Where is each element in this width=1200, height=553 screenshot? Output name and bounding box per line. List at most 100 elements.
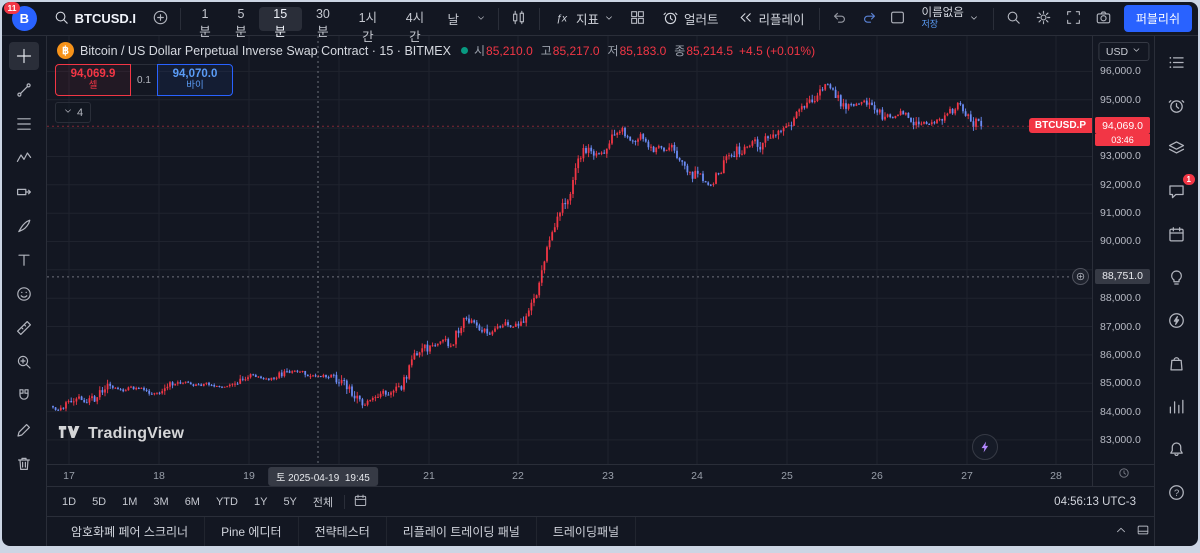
quick-search-button[interactable]	[1000, 6, 1028, 32]
interval-1분[interactable]: 1분	[187, 7, 223, 39]
chart-area[interactable]: ฿ Bitcoin / US Dollar Perpetual Inverse …	[47, 36, 1092, 464]
layout-name-button[interactable]: 이름없음 저장	[914, 6, 987, 32]
tool-zoom-in[interactable]	[9, 348, 39, 376]
interval-4시간[interactable]: 4시간	[391, 7, 438, 44]
tool-ruler[interactable]	[9, 314, 39, 342]
tool-crosshair[interactable]	[9, 42, 39, 70]
tab-replay-trading-panel[interactable]: 리플레이 트레이딩 패널	[387, 517, 537, 546]
currency-toggle[interactable]: USD	[1097, 42, 1150, 61]
tab-crypto-screener[interactable]: 암호화폐 페어 스크리너	[55, 517, 206, 546]
interval-15분[interactable]: 15분	[258, 6, 302, 39]
fullscreen-icon	[1065, 9, 1082, 29]
range-전체[interactable]: 전체	[306, 491, 340, 513]
tool-text[interactable]	[9, 246, 39, 274]
interval-1시간[interactable]: 1시간	[344, 7, 391, 44]
range-5D[interactable]: 5D	[85, 491, 113, 513]
sidebar-stats-button[interactable]	[1162, 392, 1192, 420]
range-1M[interactable]: 1M	[115, 491, 144, 513]
panel-collapse-button[interactable]	[1110, 519, 1132, 545]
go-to-date-button[interactable]	[349, 489, 371, 515]
range-buttons: 1D 5D 1M 3M 6M YTD 1Y 5Y 전체	[55, 491, 340, 513]
fullscreen-button[interactable]	[1060, 6, 1088, 32]
indicators-button[interactable]: ƒx 지표	[546, 6, 622, 32]
sidebar-calendar-button[interactable]	[1162, 220, 1192, 248]
range-1D[interactable]: 1D	[55, 491, 83, 513]
interval-30분[interactable]: 30분	[302, 7, 345, 39]
price-tick: 90,000.0	[1100, 235, 1141, 248]
layout-button[interactable]	[884, 6, 912, 32]
price-scale[interactable]: USD 96,000.095,000.094,000.093,000.092,0…	[1092, 36, 1154, 464]
screenshot-button[interactable]	[1090, 6, 1118, 32]
tab-trading-panel[interactable]: 트레이딩패널	[537, 517, 637, 546]
sidebar-help-button[interactable]: ?	[1162, 478, 1192, 506]
tool-pencil[interactable]	[9, 416, 39, 444]
plus-icon	[152, 9, 169, 29]
undo-button[interactable]	[826, 6, 854, 32]
interval-menu-button[interactable]	[470, 6, 492, 32]
replay-button[interactable]: 리플레이	[729, 6, 813, 32]
time-axis[interactable]: 토 2025-04-19 19:45 17 18 19 21 22 23 24 25 26 27 2…	[47, 465, 1092, 486]
server-clock[interactable]: 04:56:13 UTC-3	[1054, 495, 1136, 508]
sidebar-chat-button[interactable]: 1	[1162, 174, 1195, 205]
price-tick: 95,000.0	[1100, 93, 1141, 106]
chart-type-button[interactable]	[505, 6, 533, 32]
sidebar-alarm-clock-button[interactable]	[1162, 91, 1192, 119]
layout-name-block: 이름없음 저장	[922, 7, 964, 30]
sidebar-stream-button[interactable]	[1162, 306, 1192, 334]
tool-forecast[interactable]	[9, 178, 39, 206]
tool-emoji[interactable]	[9, 280, 39, 308]
object-tree-chip[interactable]: 4	[55, 102, 92, 123]
settings-button[interactable]	[1030, 6, 1058, 32]
tab-pine-editor[interactable]: Pine 에디터	[205, 517, 299, 546]
range-5Y[interactable]: 5Y	[276, 491, 303, 513]
tool-trend-line[interactable]	[9, 76, 39, 104]
ohlc-pair: 시85,210.0	[473, 44, 533, 58]
sidebar-bag-button[interactable]	[1162, 349, 1192, 377]
crosshair-price-label: 88,751.0	[1095, 268, 1150, 284]
crosshair-alert-icon[interactable]	[1072, 267, 1089, 285]
interval-5분[interactable]: 5분	[223, 7, 259, 39]
sidebar-idea-button[interactable]	[1162, 263, 1192, 291]
user-avatar[interactable]: B 11	[4, 2, 37, 31]
time-tick: 23	[602, 470, 614, 482]
range-6M[interactable]: 6M	[178, 491, 207, 513]
compare-add-button[interactable]	[146, 6, 174, 32]
svg-text:ƒx: ƒx	[556, 13, 568, 24]
tool-brush[interactable]	[9, 212, 39, 240]
price-tick: 91,000.0	[1100, 207, 1141, 220]
market-status-dot	[460, 47, 468, 54]
tool-trash[interactable]	[9, 450, 39, 478]
tab-strategy-tester[interactable]: 전략테스터	[299, 517, 387, 546]
price-tick: 83,000.0	[1100, 433, 1141, 446]
interval-날[interactable]: 날	[438, 7, 468, 31]
indicator-templates-button[interactable]	[624, 6, 652, 32]
redo-button[interactable]	[856, 6, 884, 32]
axis-corner[interactable]	[1092, 465, 1154, 486]
top-toolbar: B 11 BTCUSD.I 1분 5분 15분 30분 1시간 4시간 날 ƒx 지표	[2, 2, 1198, 44]
symbol-search[interactable]: BTCUSD.I	[45, 6, 144, 32]
tool-pattern[interactable]	[9, 144, 39, 172]
search-icon	[53, 9, 70, 29]
chevron-down-icon	[476, 11, 486, 26]
panel-maximize-button[interactable]	[1132, 519, 1154, 545]
range-1Y[interactable]: 1Y	[247, 491, 274, 513]
range-YTD[interactable]: YTD	[209, 491, 245, 513]
tool-fib-retracement[interactable]	[9, 110, 39, 138]
quick-trade-lightning-button[interactable]	[972, 434, 998, 460]
price-tick: 93,000.0	[1100, 150, 1141, 163]
sidebar-watchlist-button[interactable]	[1162, 48, 1192, 76]
buy-button[interactable]: 94,070.0 바이	[157, 64, 233, 96]
sell-button[interactable]: 94,069.9 셀	[55, 64, 131, 96]
sidebar-bell-button[interactable]	[1162, 435, 1192, 463]
publish-button[interactable]: 퍼블리쉬	[1123, 5, 1192, 32]
range-3M[interactable]: 3M	[146, 491, 175, 513]
tool-magnet[interactable]	[9, 382, 39, 410]
axis-settings-icon	[1117, 466, 1131, 485]
right-sidebar: 1?	[1154, 36, 1198, 546]
price-tick: 87,000.0	[1100, 320, 1141, 333]
ohlc-pair: 종85,214.5	[674, 44, 734, 58]
alert-button[interactable]: 얼러트	[654, 6, 727, 32]
order-panel: 94,069.9 셀 0.1 94,070.0 바이	[55, 64, 233, 96]
sidebar-layers-button[interactable]	[1162, 134, 1192, 162]
